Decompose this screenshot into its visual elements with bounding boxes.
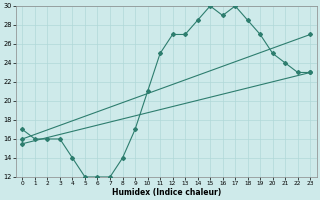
X-axis label: Humidex (Indice chaleur): Humidex (Indice chaleur) bbox=[112, 188, 221, 197]
